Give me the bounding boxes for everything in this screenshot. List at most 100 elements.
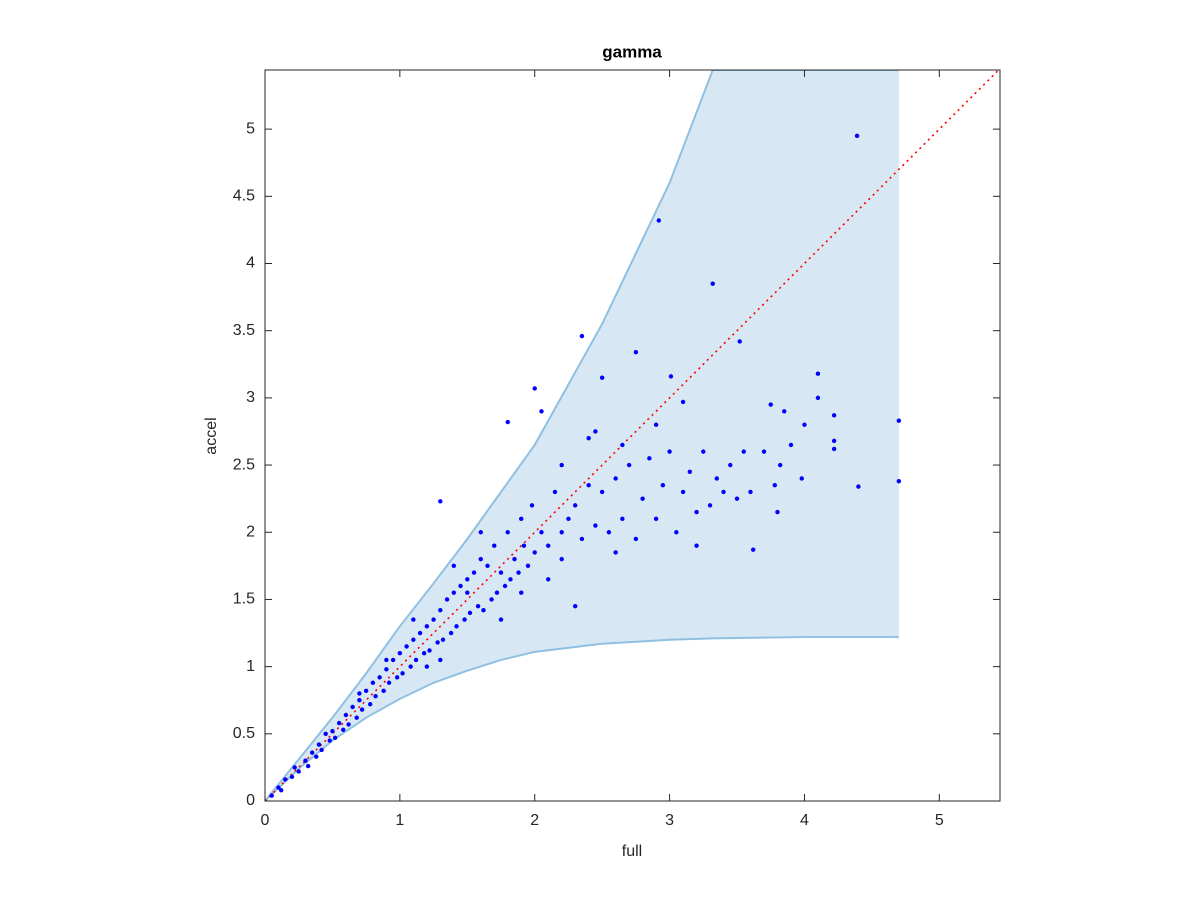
scatter-point — [721, 489, 726, 495]
scatter-point — [539, 409, 544, 414]
scatter-point — [593, 523, 598, 528]
scatter-point — [319, 747, 324, 753]
x-tick-label: 2 — [530, 812, 539, 829]
scatter-point — [896, 418, 902, 423]
scatter-point — [404, 644, 409, 649]
x-axis-label: full — [622, 843, 642, 860]
y-tick-label: 3.5 — [233, 322, 255, 339]
y-axis-label: accel — [203, 417, 220, 454]
scatter-point — [381, 688, 386, 694]
scatter-point — [465, 590, 470, 595]
scatter-point — [502, 583, 508, 589]
scatter-point — [386, 680, 392, 685]
scatter-point — [516, 570, 521, 575]
scatter-point — [373, 693, 378, 699]
scatter-point — [741, 449, 746, 454]
scatter-point — [856, 484, 861, 489]
scatter-point — [451, 590, 457, 595]
scatter-point — [714, 476, 719, 481]
scatter-point — [653, 516, 659, 522]
scatter-point — [775, 509, 780, 515]
axes-box — [264, 69, 1001, 802]
scatter-point — [435, 640, 440, 645]
scatter-point — [667, 449, 672, 454]
scatter-point — [316, 742, 322, 747]
y-tick-label: 4 — [246, 255, 255, 272]
y-tick-label: 0.5 — [233, 725, 255, 742]
scatter-point — [728, 462, 733, 468]
scatter-point — [357, 691, 362, 696]
scatter-point — [289, 774, 295, 780]
scatter-point — [498, 570, 504, 575]
scatter-point — [350, 704, 355, 710]
scatter-point — [854, 133, 860, 139]
scatter-point — [296, 769, 301, 774]
y-tick-label: 5 — [246, 120, 255, 137]
scatter-point — [694, 509, 699, 515]
scatter-point — [710, 281, 715, 286]
scatter-point — [475, 603, 481, 609]
scatter-point — [454, 624, 459, 629]
scatter-point — [384, 657, 389, 663]
scatter-point — [772, 483, 777, 488]
scatter-point — [640, 496, 645, 501]
scatter-point — [660, 483, 666, 488]
scatter-point — [305, 763, 311, 769]
scatter-point — [815, 371, 821, 376]
scatter-point — [451, 563, 457, 569]
scatter-point — [572, 603, 578, 609]
scatter-point — [330, 728, 335, 734]
y-tick-label: 4.5 — [233, 188, 255, 205]
x-tick-label: 3 — [665, 812, 674, 829]
scatter-point — [701, 449, 706, 454]
scatter-point — [384, 667, 389, 672]
scatter-point — [896, 478, 902, 484]
scatter-point — [579, 536, 585, 542]
scatter-point — [370, 680, 376, 685]
scatter-point — [327, 738, 332, 743]
scatter-point — [613, 476, 618, 481]
plot-area — [265, 70, 1000, 801]
scatter-point — [303, 758, 308, 763]
y-tick-label: 1 — [246, 658, 255, 675]
scatter-point — [471, 570, 477, 575]
scatter-point — [782, 409, 787, 414]
scatter-point — [521, 543, 527, 548]
scatter-point — [751, 547, 756, 552]
scatter-point — [668, 374, 674, 379]
scatter-point — [481, 607, 486, 613]
scatter-point — [377, 675, 382, 680]
scatter-point — [633, 536, 639, 542]
scatter-point — [599, 489, 605, 495]
scatter-point — [653, 422, 659, 427]
scatter-point — [680, 399, 686, 405]
scatter-point — [512, 556, 517, 562]
scatter-point — [815, 395, 821, 401]
scatter-point — [620, 516, 625, 522]
scatter-point — [467, 610, 473, 616]
scatter-point — [400, 671, 405, 676]
scatter-point — [438, 657, 443, 663]
band-lower-edge — [265, 636, 899, 801]
scatter-point — [539, 530, 544, 535]
scatter-point — [559, 530, 564, 535]
scatter-point — [519, 516, 524, 522]
scatter-point — [508, 577, 513, 582]
scatter-point — [656, 218, 661, 223]
scatter-point — [465, 577, 470, 582]
scatter-point — [408, 664, 413, 669]
scatter-point — [734, 496, 740, 501]
scatter-point — [519, 590, 524, 595]
scatter-point — [359, 707, 365, 712]
scatter-point — [802, 422, 807, 427]
scatter-point — [357, 698, 362, 703]
scatter-point — [462, 617, 467, 622]
scatter-point — [593, 429, 598, 434]
x-tick-label: 5 — [935, 812, 944, 829]
scatter-point — [343, 712, 349, 718]
scatter-point — [492, 543, 497, 548]
scatter-point — [525, 563, 531, 569]
y-tick-label: 0 — [246, 792, 255, 809]
scatter-point — [498, 617, 504, 622]
